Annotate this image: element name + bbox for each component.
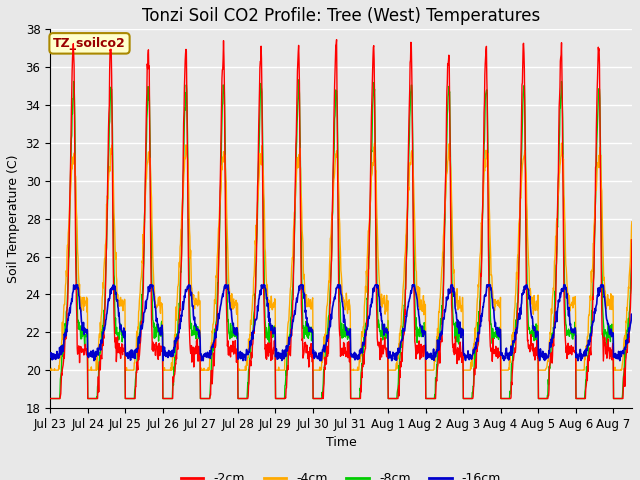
Legend: -2cm, -4cm, -8cm, -16cm: -2cm, -4cm, -8cm, -16cm <box>176 467 506 480</box>
Y-axis label: Soil Temperature (C): Soil Temperature (C) <box>7 155 20 283</box>
Text: TZ_soilco2: TZ_soilco2 <box>53 37 126 50</box>
Title: Tonzi Soil CO2 Profile: Tree (West) Temperatures: Tonzi Soil CO2 Profile: Tree (West) Temp… <box>142 7 540 25</box>
X-axis label: Time: Time <box>326 436 356 449</box>
